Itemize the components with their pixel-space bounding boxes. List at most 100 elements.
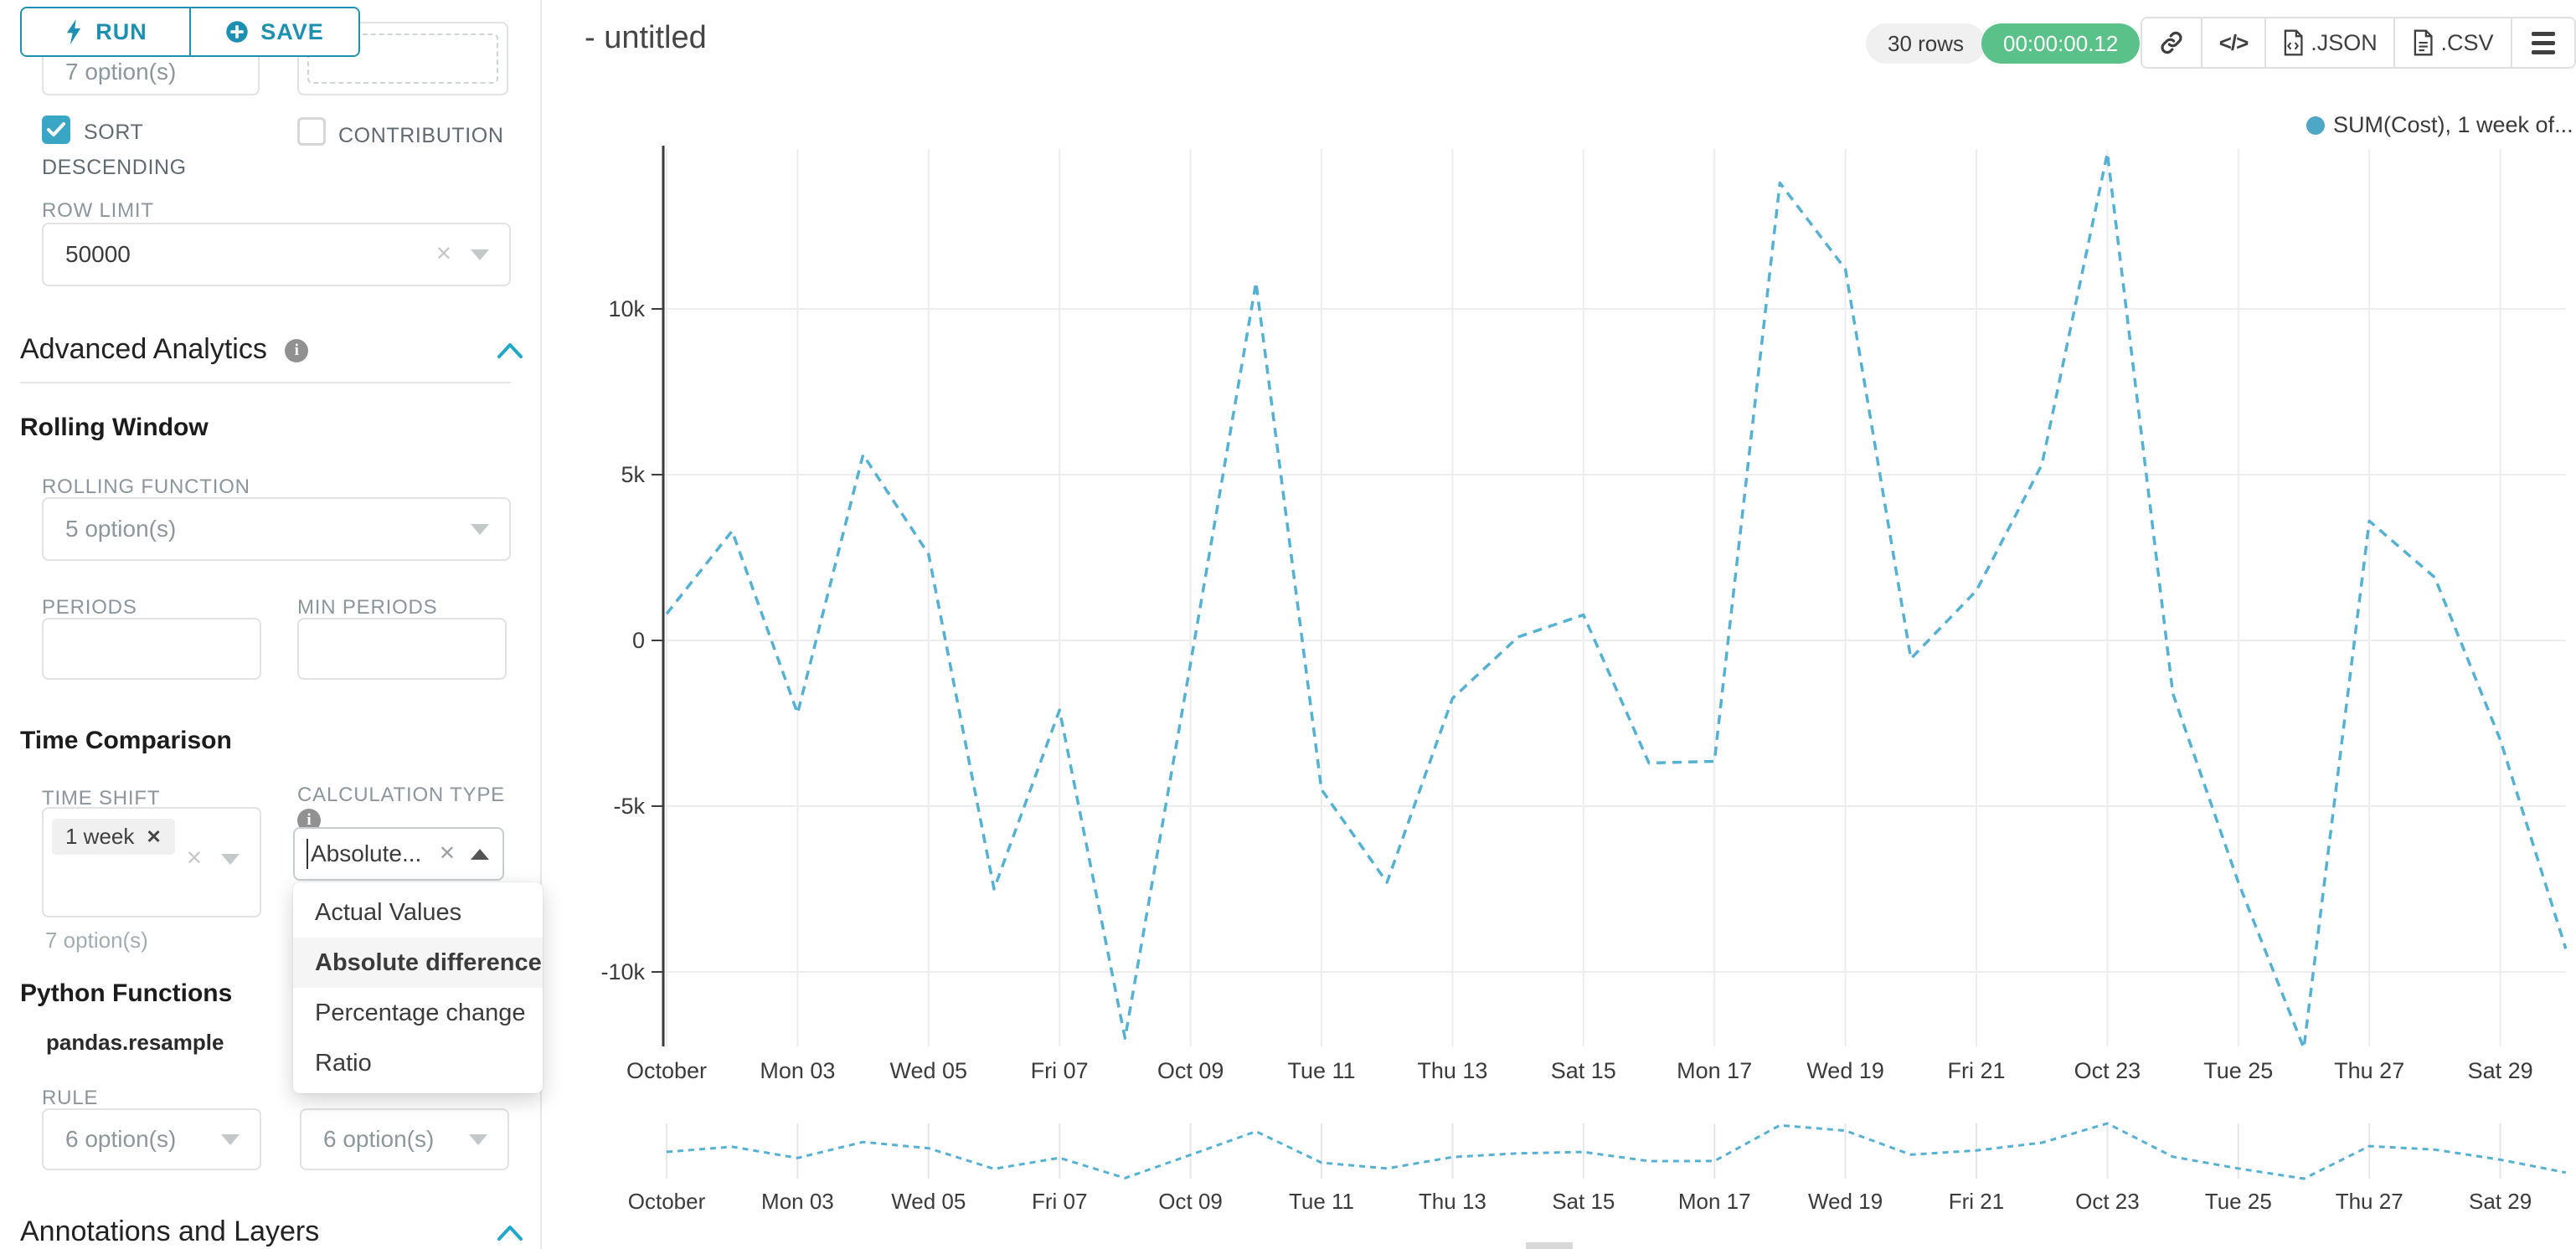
calculation-type-select[interactable]: Absolute... ✕ xyxy=(293,827,504,881)
save-button-label: SAVE xyxy=(260,18,324,44)
clear-icon[interactable]: ✕ xyxy=(185,847,203,870)
chevron-down-icon[interactable] xyxy=(221,1133,240,1145)
mini-x-axis-label: Mon 17 xyxy=(1678,1189,1751,1214)
mini-x-axis-label: October xyxy=(628,1189,706,1214)
calculation-type-label: CALCULATION TYPE xyxy=(297,784,505,806)
mini-x-axis-label: Thu 27 xyxy=(2336,1189,2403,1214)
contribution-checkbox[interactable] xyxy=(297,117,326,146)
run-button[interactable]: RUN xyxy=(22,8,191,55)
min-periods-label: MIN PERIODS xyxy=(297,596,438,619)
row-limit-select[interactable]: 50000 ✕ xyxy=(42,223,511,286)
clear-icon[interactable]: ✕ xyxy=(438,842,456,865)
copy-link-button[interactable] xyxy=(2142,18,2202,67)
tag-remove-icon[interactable]: ✕ xyxy=(146,825,162,847)
rolling-function-label: ROLLING FUNCTION xyxy=(42,475,250,498)
rolling-function-select[interactable]: 5 option(s) xyxy=(42,497,511,561)
lightning-icon xyxy=(67,19,81,44)
row-limit-value: 50000 xyxy=(65,241,131,267)
x-axis-label: Oct 23 xyxy=(2074,1058,2141,1083)
sort-descending-label-line1: SORT xyxy=(84,121,144,144)
x-axis-label: Sat 15 xyxy=(1551,1058,1616,1083)
text-cursor xyxy=(307,839,308,869)
mini-series-line[interactable] xyxy=(666,1122,2567,1180)
mini-x-axis-label: Fri 21 xyxy=(1949,1189,2004,1214)
dropdown-option[interactable]: Ratio xyxy=(315,1049,372,1077)
fill-method-select[interactable]: 6 option(s) xyxy=(300,1108,509,1170)
dropdown-option[interactable]: Actual Values xyxy=(315,898,462,926)
more-options-button[interactable] xyxy=(2512,18,2574,67)
calculation-type-value: Absolute... xyxy=(311,840,422,866)
contribution-label: CONTRIBUTION xyxy=(338,124,504,147)
collapse-chevron-up-icon[interactable] xyxy=(496,342,524,360)
chevron-down-icon[interactable] xyxy=(221,853,240,865)
y-axis-label: 0 xyxy=(632,628,645,653)
drop-zone-dashed-outline xyxy=(307,33,498,84)
mini-x-axis-label: Fri 07 xyxy=(1032,1189,1087,1214)
rolling-function-placeholder: 5 option(s) xyxy=(65,516,177,542)
check-icon xyxy=(47,122,65,136)
chart-title[interactable]: - untitled xyxy=(585,20,707,55)
x-axis-label: Wed 05 xyxy=(890,1058,968,1083)
annotations-layers-title: Annotations and Layers xyxy=(20,1216,320,1247)
periods-label: PERIODS xyxy=(42,596,137,619)
series-line[interactable] xyxy=(665,152,2568,1050)
chevron-down-icon[interactable] xyxy=(471,523,489,535)
min-periods-input[interactable] xyxy=(297,618,507,680)
chevron-down-icon[interactable] xyxy=(471,249,489,260)
mini-x-axis-label: Oct 09 xyxy=(1158,1189,1223,1214)
legend-series-label: SUM(Cost), 1 week of... xyxy=(2333,112,2573,137)
collapse-chevron-up-icon[interactable] xyxy=(496,1224,524,1242)
rule-label: RULE xyxy=(42,1087,99,1109)
x-axis-label: Mon 03 xyxy=(760,1058,835,1083)
query-timer-badge: 00:00:00.12 xyxy=(1981,23,2141,64)
mini-x-axis-label: Mon 03 xyxy=(761,1189,834,1214)
export-toolbar: </> .JSON .CSV xyxy=(2141,17,2576,69)
save-button[interactable]: SAVE xyxy=(191,8,358,55)
file-code-icon xyxy=(2284,29,2303,56)
time-shift-helper-text: 7 option(s) xyxy=(45,928,148,953)
dropdown-option[interactable]: Percentage change xyxy=(315,999,526,1026)
chevron-up-icon[interactable] xyxy=(471,848,489,860)
x-axis-label: Mon 17 xyxy=(1677,1058,1752,1083)
time-shift-label: TIME SHIFT xyxy=(42,787,161,810)
rolling-window-title: Rolling Window xyxy=(20,414,209,441)
periods-input[interactable] xyxy=(42,618,261,680)
advanced-analytics-title: Advanced Analytics i xyxy=(20,333,309,366)
y-axis-label: -10k xyxy=(600,959,645,984)
chevron-down-icon[interactable] xyxy=(469,1133,487,1145)
hidden-metric-select-value: 7 option(s) xyxy=(65,59,177,85)
legend-series-dot xyxy=(2306,116,2325,135)
x-axis-label: Sat 29 xyxy=(2468,1058,2533,1083)
x-axis-label: Wed 19 xyxy=(1806,1058,1884,1083)
mini-x-axis-label: Oct 23 xyxy=(2075,1189,2140,1214)
x-axis-label: Oct 09 xyxy=(1157,1058,1224,1083)
mini-x-axis-label: Tue 11 xyxy=(1289,1189,1354,1214)
query-timer-label: 00:00:00.12 xyxy=(2003,30,2119,56)
legend-item[interactable]: SUM(Cost), 1 week of... xyxy=(2306,112,2573,138)
export-csv-button[interactable]: .CSV xyxy=(2395,18,2512,67)
code-icon: </> xyxy=(2218,29,2249,55)
file-text-icon xyxy=(2414,29,2434,56)
sort-descending-checkbox[interactable] xyxy=(42,116,70,144)
x-axis-label: Thu 27 xyxy=(2334,1058,2404,1083)
panel-divider xyxy=(540,0,542,1249)
python-functions-title: Python Functions xyxy=(20,979,233,1007)
section-divider xyxy=(20,382,511,383)
clear-icon[interactable]: ✕ xyxy=(435,243,452,265)
export-csv-label: .CSV xyxy=(2440,29,2494,55)
x-axis-label: Tue 25 xyxy=(2203,1058,2273,1083)
export-json-label: .JSON xyxy=(2311,29,2378,55)
info-icon[interactable]: i xyxy=(285,339,309,363)
row-count-badge-label: 30 rows xyxy=(1888,30,1965,56)
x-axis-label: Thu 13 xyxy=(1417,1058,1487,1083)
time-shift-multiselect[interactable]: 1 week ✕ ✕ xyxy=(42,807,261,917)
export-json-button[interactable]: .JSON xyxy=(2266,18,2395,67)
dropdown-option[interactable]: Absolute difference xyxy=(293,938,543,988)
calculation-type-dropdown: Actual Values Absolute difference Percenta… xyxy=(293,882,543,1093)
run-button-label: RUN xyxy=(95,18,147,44)
rule-select[interactable]: 6 option(s) xyxy=(42,1108,261,1170)
mini-x-axis-label: Tue 25 xyxy=(2205,1189,2272,1214)
embed-code-button[interactable]: </> xyxy=(2202,18,2266,67)
